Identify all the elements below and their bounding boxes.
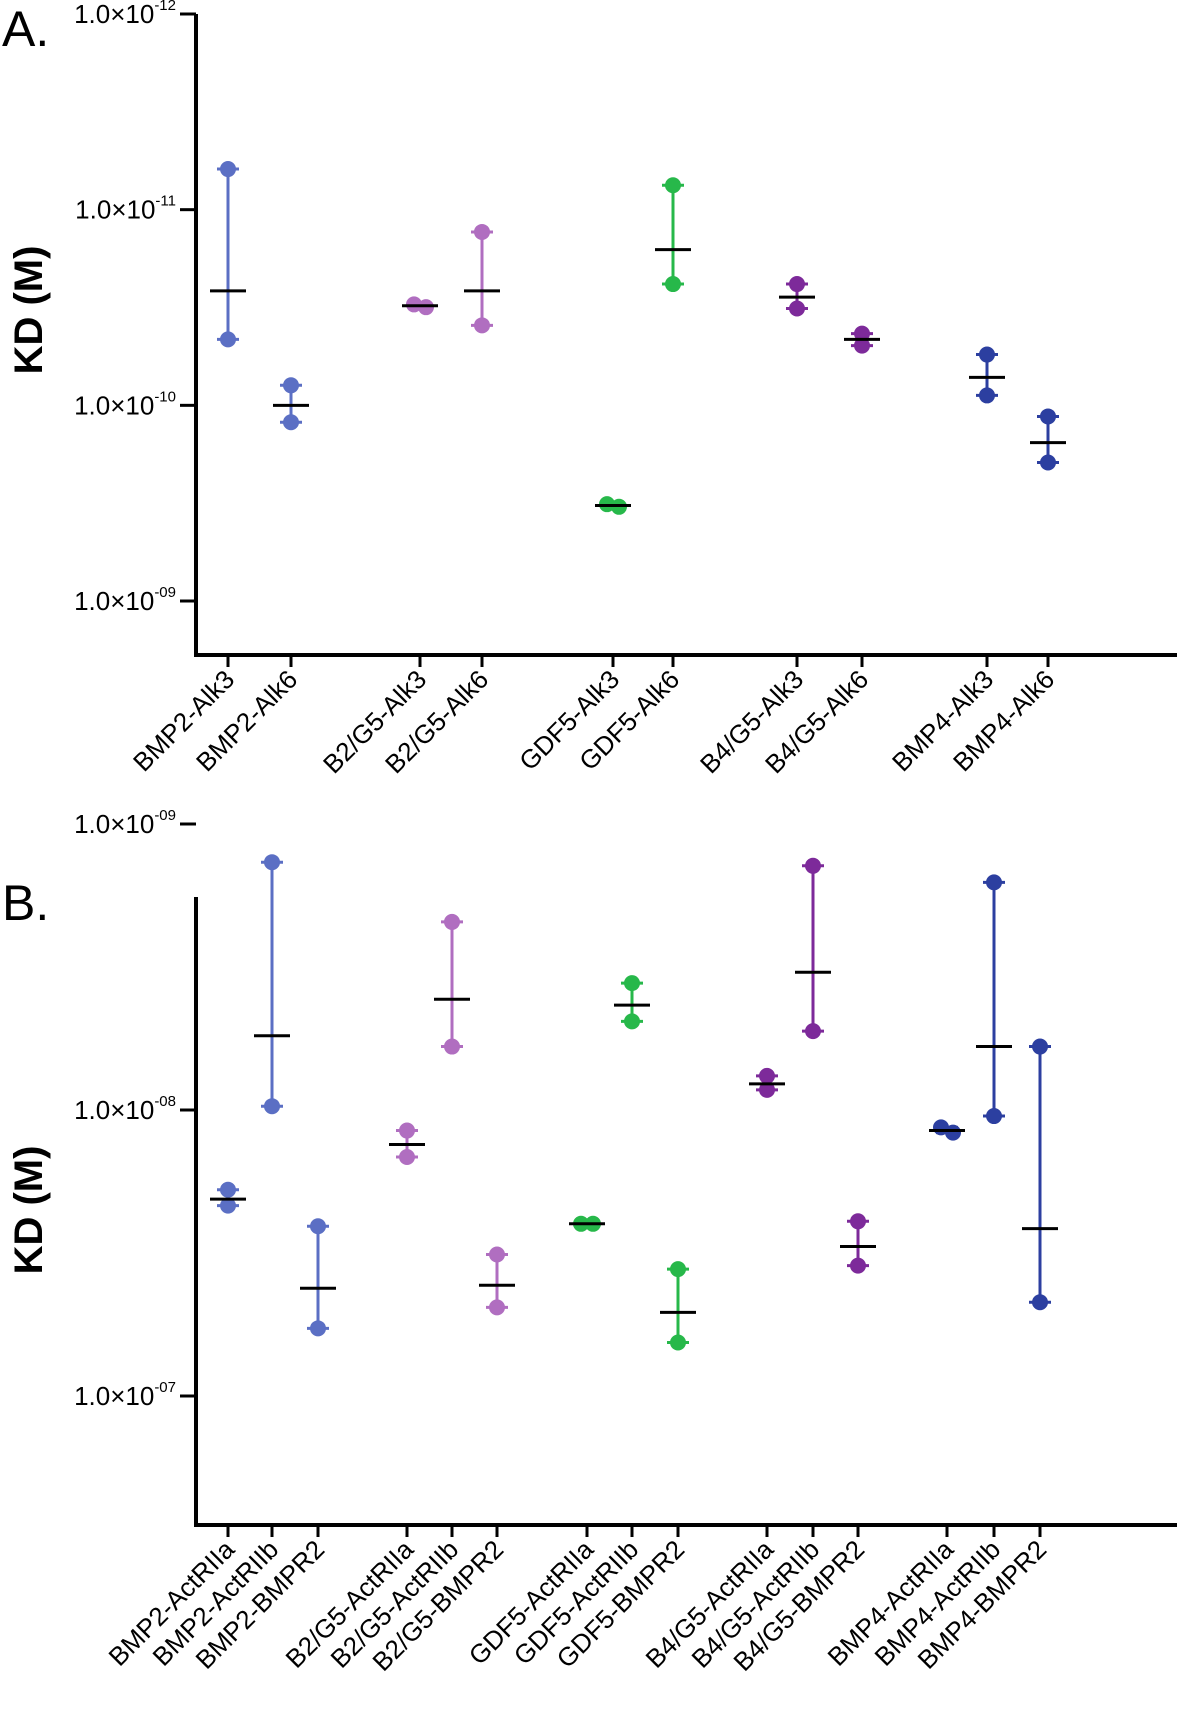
data-point	[624, 1013, 640, 1030]
panel-a-y-tick-label: 1.0×10-09	[74, 584, 176, 616]
panel-b-label: B.	[2, 875, 49, 931]
y-tick-exponent: -12	[154, 0, 176, 14]
y-tick-base: 1.0×10	[74, 390, 154, 420]
data-point	[310, 1218, 326, 1235]
panel-a-data-marks	[210, 161, 1066, 515]
data-point	[283, 377, 299, 394]
data-point	[1040, 408, 1056, 425]
y-tick-exponent: -11	[155, 193, 176, 210]
panel-b-y-tick-label: 1.0×10-09	[74, 807, 176, 839]
panel-a-label: A.	[2, 1, 49, 57]
y-tick-base: 1.0×10	[74, 0, 154, 29]
y-tick-exponent: -08	[154, 1093, 176, 1110]
panel-a-y-tick-label: 1.0×10-12	[74, 0, 176, 29]
data-point	[474, 223, 490, 240]
y-tick-base: 1.0×10	[75, 195, 155, 225]
panel-b-x-ticks: BMP2-ActRIIaBMP2-ActRIIbBMP2-BMPR2B2/G5-…	[103, 1525, 1052, 1677]
panel-b-y-axis-label: KD (M)	[7, 1146, 51, 1275]
data-point	[854, 337, 870, 354]
data-point	[979, 346, 995, 363]
data-point	[986, 1108, 1002, 1125]
panel-b-y-tick-label: 1.0×10-08	[74, 1093, 176, 1125]
y-tick-exponent: -07	[154, 1379, 176, 1396]
data-point	[1040, 454, 1056, 471]
data-point	[220, 331, 236, 348]
data-point	[1032, 1038, 1048, 1055]
data-point	[805, 857, 821, 874]
data-point	[789, 300, 805, 317]
data-point	[283, 414, 299, 431]
data-point	[850, 1213, 866, 1230]
data-point	[489, 1299, 505, 1316]
data-point	[670, 1334, 686, 1351]
panel-a-y-axis-label: KD (M)	[7, 246, 51, 375]
data-point	[665, 177, 681, 194]
data-point	[759, 1067, 775, 1084]
panel-a-y-tick-label: 1.0×10-10	[74, 388, 176, 420]
y-tick-exponent: -09	[154, 807, 176, 824]
data-point	[665, 276, 681, 293]
data-point	[805, 1023, 821, 1040]
data-point	[399, 1122, 415, 1139]
data-point	[854, 325, 870, 342]
data-point	[489, 1246, 505, 1263]
data-point	[850, 1257, 866, 1274]
y-tick-base: 1.0×10	[74, 1095, 154, 1125]
y-tick-base: 1.0×10	[74, 1381, 154, 1411]
data-point	[986, 874, 1002, 891]
panel-a-y-ticks: 1.0×10-121.0×10-111.0×10-101.0×10-09	[74, 0, 196, 616]
data-point	[670, 1261, 686, 1278]
data-point	[310, 1320, 326, 1337]
data-point	[759, 1081, 775, 1098]
data-point	[624, 975, 640, 992]
data-point	[399, 1149, 415, 1166]
panel-b-y-ticks: 1.0×10-091.0×10-081.0×10-07	[74, 807, 196, 1411]
y-tick-base: 1.0×10	[74, 586, 154, 616]
data-point	[444, 913, 460, 930]
y-tick-exponent: -09	[154, 584, 176, 601]
data-point	[1032, 1294, 1048, 1311]
data-point	[945, 1124, 961, 1141]
y-tick-base: 1.0×10	[74, 809, 154, 839]
panel-a-y-tick-label: 1.0×10-11	[75, 193, 176, 225]
panel-b-data-marks	[210, 854, 1058, 1351]
data-point	[220, 161, 236, 178]
panel-b-chart: B. KD (M) 1.0×10-091.0×10-081.0×10-07 BM…	[2, 807, 1177, 1677]
panel-a-chart: A. KD (M) 1.0×10-121.0×10-111.0×10-101.0…	[2, 0, 1177, 779]
data-point	[220, 1197, 236, 1214]
data-point	[474, 317, 490, 334]
data-point	[220, 1181, 236, 1198]
data-point	[264, 1098, 280, 1115]
data-point	[979, 387, 995, 404]
panel-b-y-tick-label: 1.0×10-07	[74, 1379, 176, 1411]
y-tick-exponent: -10	[154, 388, 176, 405]
data-point	[789, 276, 805, 293]
data-point	[264, 854, 280, 871]
data-point	[444, 1038, 460, 1055]
